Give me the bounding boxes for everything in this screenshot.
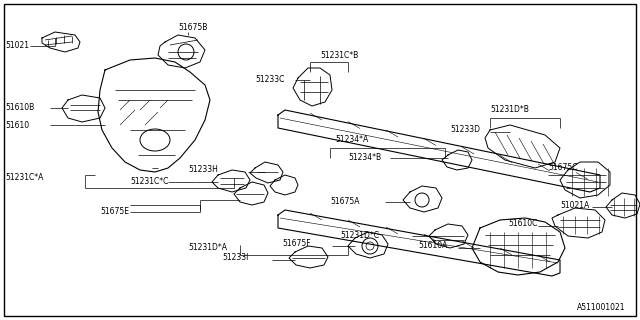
Text: 51231C*A: 51231C*A <box>5 173 44 182</box>
Text: 51610A: 51610A <box>418 241 447 250</box>
Text: 51610C: 51610C <box>508 220 538 228</box>
Text: 51675C: 51675C <box>548 164 577 172</box>
Text: 51021: 51021 <box>5 42 29 51</box>
Text: 51234*B: 51234*B <box>348 154 381 163</box>
Text: 51675E: 51675E <box>100 207 129 217</box>
Text: 51233I: 51233I <box>222 253 248 262</box>
Text: 51610B: 51610B <box>5 103 35 113</box>
Text: 51231D*B: 51231D*B <box>490 106 529 115</box>
Text: A511001021: A511001021 <box>577 303 625 313</box>
Text: 51231D*A: 51231D*A <box>188 244 227 252</box>
Text: 51675A: 51675A <box>330 197 360 206</box>
Text: 51234*A: 51234*A <box>335 135 368 145</box>
Text: 51233D: 51233D <box>450 125 480 134</box>
Text: 51231C*B: 51231C*B <box>320 51 358 60</box>
Text: 51231C*C: 51231C*C <box>130 178 168 187</box>
Text: 51231D*C: 51231D*C <box>340 231 379 241</box>
Text: 51675B: 51675B <box>178 23 207 33</box>
Text: 51021A: 51021A <box>560 201 589 210</box>
Text: 51233C: 51233C <box>255 76 284 84</box>
Text: 51675F: 51675F <box>282 239 310 249</box>
Text: 51610: 51610 <box>5 121 29 130</box>
Text: 51233H: 51233H <box>188 165 218 174</box>
